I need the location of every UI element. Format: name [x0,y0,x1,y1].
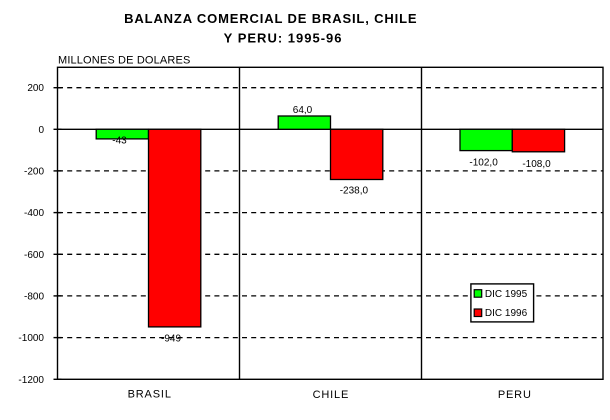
svg-text:-800: -800 [24,291,44,302]
svg-text:200: 200 [27,83,44,94]
svg-text:-1200: -1200 [18,375,44,386]
svg-text:BALANZA COMERCIAL DE BRASIL, C: BALANZA COMERCIAL DE BRASIL, CHILE [124,11,417,26]
svg-text:CHILE: CHILE [313,389,350,401]
svg-text:-400: -400 [24,208,44,219]
svg-text:-102,0: -102,0 [469,157,498,168]
svg-text:MILLONES DE DOLARES: MILLONES DE DOLARES [58,54,190,66]
svg-text:Y PERU: 1995-96: Y PERU: 1995-96 [224,31,343,46]
svg-text:PERU: PERU [498,389,532,401]
svg-text:-108,0: -108,0 [522,159,551,170]
svg-text:-600: -600 [24,250,44,261]
svg-text:64,0: 64,0 [293,105,313,116]
svg-text:-238,0: -238,0 [340,185,369,196]
svg-text:-949: -949 [161,334,181,345]
svg-text:DIC 1996: DIC 1996 [485,308,528,319]
svg-text:-1000: -1000 [18,333,44,344]
svg-text:-43: -43 [112,136,127,147]
svg-text:0: 0 [38,125,44,136]
svg-text:-200: -200 [24,166,44,177]
svg-text:DIC 1995: DIC 1995 [485,289,528,300]
svg-text:BRASIL: BRASIL [128,389,172,401]
